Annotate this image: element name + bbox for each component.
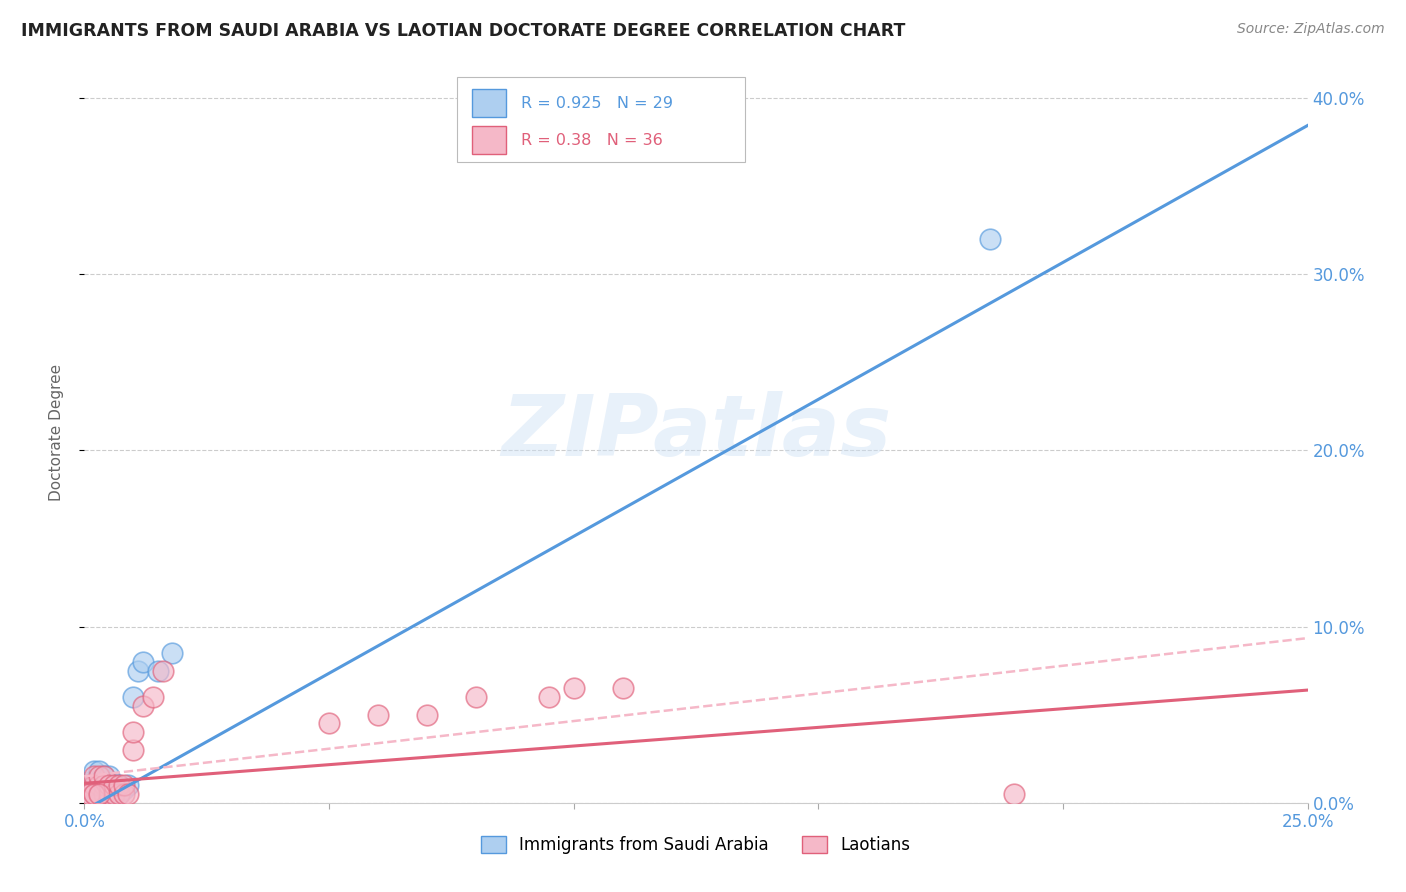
Point xyxy=(97,778,120,792)
Point xyxy=(93,787,115,801)
Point xyxy=(87,774,110,789)
Point xyxy=(107,787,129,801)
Point xyxy=(83,778,105,792)
Point xyxy=(97,787,120,801)
Point xyxy=(122,743,145,757)
Point xyxy=(107,787,129,801)
Text: IMMIGRANTS FROM SAUDI ARABIA VS LAOTIAN DOCTORATE DEGREE CORRELATION CHART: IMMIGRANTS FROM SAUDI ARABIA VS LAOTIAN … xyxy=(21,22,905,40)
Point xyxy=(127,664,149,678)
Point xyxy=(87,764,110,778)
FancyBboxPatch shape xyxy=(457,78,745,162)
Point xyxy=(93,787,115,801)
Point xyxy=(122,725,145,739)
Point xyxy=(83,774,105,789)
Point xyxy=(77,778,100,792)
Point xyxy=(142,690,165,704)
Point xyxy=(87,778,110,792)
Point xyxy=(103,778,125,792)
Point xyxy=(93,778,115,792)
Point xyxy=(117,787,139,801)
Point xyxy=(112,787,135,801)
Point xyxy=(83,787,105,801)
Point xyxy=(132,698,155,713)
Point xyxy=(367,707,389,722)
Point xyxy=(318,716,340,731)
Point xyxy=(979,232,1001,246)
Point xyxy=(93,778,115,792)
Point xyxy=(87,787,110,801)
Point xyxy=(83,769,105,783)
Point xyxy=(87,787,110,801)
Point xyxy=(112,781,135,796)
Point xyxy=(612,681,634,696)
Point xyxy=(83,787,105,801)
Point xyxy=(538,690,561,704)
Text: Source: ZipAtlas.com: Source: ZipAtlas.com xyxy=(1237,22,1385,37)
Point xyxy=(97,778,120,792)
Point xyxy=(103,787,125,801)
Point xyxy=(1002,787,1025,801)
Point xyxy=(122,690,145,704)
Point xyxy=(77,781,100,796)
Point xyxy=(83,787,105,801)
Point xyxy=(103,787,125,801)
Point xyxy=(146,664,169,678)
FancyBboxPatch shape xyxy=(472,89,506,117)
Text: R = 0.38   N = 36: R = 0.38 N = 36 xyxy=(522,133,662,148)
Point xyxy=(77,787,100,801)
Point xyxy=(93,769,115,783)
Point xyxy=(83,764,105,778)
Point xyxy=(97,787,120,801)
Text: ZIPatlas: ZIPatlas xyxy=(501,391,891,475)
Point xyxy=(152,664,174,678)
Point xyxy=(162,646,184,660)
Point xyxy=(416,707,439,722)
Point xyxy=(83,781,105,796)
Point xyxy=(77,787,100,801)
Point xyxy=(562,681,585,696)
Point xyxy=(132,655,155,669)
Point xyxy=(107,778,129,792)
Legend: Immigrants from Saudi Arabia, Laotians: Immigrants from Saudi Arabia, Laotians xyxy=(474,830,918,861)
Point xyxy=(87,769,110,783)
Point xyxy=(77,774,100,789)
Point xyxy=(112,778,135,792)
Point xyxy=(117,778,139,792)
Point xyxy=(103,778,125,792)
Point xyxy=(107,778,129,792)
Point xyxy=(464,690,486,704)
Point xyxy=(87,787,110,801)
Point xyxy=(93,769,115,783)
FancyBboxPatch shape xyxy=(472,126,506,154)
Y-axis label: Doctorate Degree: Doctorate Degree xyxy=(49,364,63,501)
Point xyxy=(87,781,110,796)
Point xyxy=(77,787,100,801)
Point xyxy=(97,769,120,783)
Text: R = 0.925   N = 29: R = 0.925 N = 29 xyxy=(522,95,673,111)
